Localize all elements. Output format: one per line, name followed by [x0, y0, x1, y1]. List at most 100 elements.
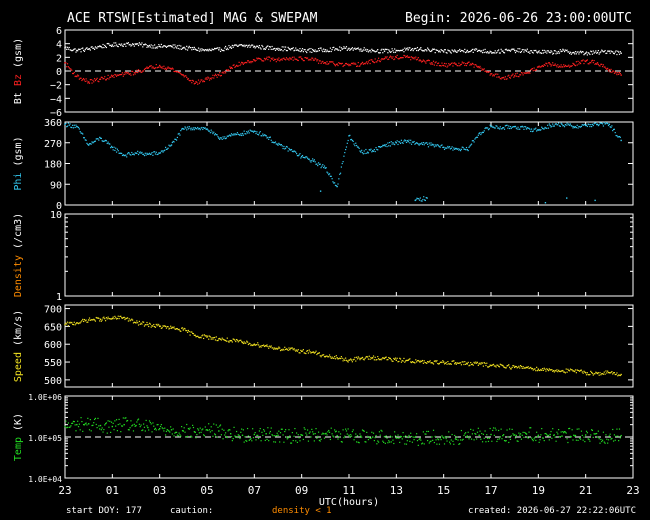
mag-bt-point [547, 50, 550, 52]
mag-bz-point [549, 63, 551, 65]
speed-speed-point [160, 327, 162, 329]
temp-temp-point [431, 436, 433, 438]
temp-temp-point [519, 434, 521, 436]
mag-bt-point [290, 49, 292, 51]
mag-bt-point [535, 49, 537, 52]
temp-temp-point [259, 427, 261, 430]
mag-bt-point [115, 44, 118, 46]
mag-bt-point [584, 52, 587, 54]
mag-bt-point [583, 54, 585, 56]
mag-bz-point [365, 62, 367, 64]
phi-ytick-label: 180 [44, 160, 62, 171]
mag-bt-point [463, 51, 465, 53]
mag-bt-point [333, 46, 335, 48]
speed-speed-point [366, 355, 368, 358]
speed-speed-point [79, 322, 81, 324]
speed-speed-point [545, 370, 547, 372]
phi-phi-point [446, 147, 448, 149]
phi-phi-point [335, 185, 337, 187]
phi-phi-point [318, 163, 321, 166]
temp-temp-point [577, 439, 579, 441]
speed-speed-point [224, 339, 227, 342]
speed-speed-point [299, 352, 301, 354]
mag-bt-point [595, 50, 597, 52]
temp-temp-point [462, 438, 464, 440]
mag-bt-point [454, 50, 457, 52]
temp-temp-point [437, 439, 440, 441]
mag-bz-point [148, 67, 150, 69]
mag-bt-point [223, 50, 225, 52]
speed-speed-point [427, 361, 430, 363]
speed-speed-point [350, 358, 352, 360]
phi-phi-point [136, 152, 138, 155]
speed-speed-point [241, 341, 243, 343]
phi-phi-point [184, 126, 186, 128]
temp-temp-point [70, 425, 72, 427]
mag-bt-point [137, 43, 139, 45]
mag-bt-point [338, 49, 340, 51]
phi-phi-point [266, 137, 268, 139]
speed-speed-point [178, 328, 180, 331]
phi-phi-point [271, 141, 273, 143]
speed-speed-point [504, 367, 506, 369]
mag-bz-point [461, 61, 463, 63]
temp-temp-point [312, 431, 314, 433]
phi-phi-point [246, 132, 249, 134]
mag-bz-point [355, 63, 357, 65]
phi-phi-point [230, 133, 233, 135]
mag-bz-point [241, 61, 243, 63]
temp-temp-point [476, 438, 478, 440]
mag-bz-point [471, 62, 474, 65]
mag-bz-point [96, 77, 98, 79]
mag-bt-point [427, 48, 430, 50]
phi-phi-point [609, 126, 611, 128]
speed-speed-point [154, 326, 157, 328]
phi-phi-point [379, 146, 381, 148]
mag-bt-point [269, 46, 271, 48]
phi-phi-point [310, 161, 312, 163]
phi-phi-point [67, 122, 69, 124]
temp-temp-point [532, 440, 534, 442]
temp-temp-point [407, 436, 409, 439]
mag-bz-point [146, 66, 148, 68]
temp-temp-point [492, 429, 494, 432]
mag-bz-point [527, 72, 529, 74]
mag-bz-point [346, 63, 348, 66]
speed-speed-point [94, 320, 97, 322]
phi-phi-point [384, 145, 386, 147]
mag-bt-point [388, 50, 391, 52]
phi-phi-point [476, 136, 479, 138]
phi-phi-point [175, 138, 177, 141]
mag-bt-point [433, 48, 435, 50]
mag-bz-point [610, 68, 612, 70]
speed-speed-point [416, 360, 419, 362]
speed-speed-point [241, 341, 244, 344]
mag-bz-point [133, 72, 135, 74]
mag-bz-point [398, 58, 400, 60]
mag-bz-point [107, 74, 109, 77]
mag-bt-point [599, 52, 601, 54]
speed-speed-point [516, 367, 518, 369]
temp-temp-point [214, 433, 216, 435]
speed-speed-point [236, 339, 239, 341]
phi-phi-point [594, 199, 596, 202]
mag-bz-point [257, 57, 260, 59]
speed-speed-point [490, 364, 492, 367]
phi-phi-point [607, 122, 609, 125]
speed-speed-point [613, 372, 616, 374]
temp-temp-point [413, 439, 415, 441]
temp-temp-point [421, 443, 423, 445]
speed-speed-point [600, 374, 602, 376]
speed-speed-point [486, 362, 488, 364]
temp-temp-point [482, 433, 484, 435]
mag-bt-point [170, 45, 172, 47]
mag-bz-point [336, 63, 338, 65]
mag-bz-point [599, 65, 601, 67]
mag-bz-point [540, 66, 542, 68]
speed-speed-point [139, 323, 141, 325]
phi-phi-point [385, 143, 387, 146]
phi-phi-point [464, 148, 466, 150]
speed-speed-point [119, 315, 121, 318]
speed-speed-point [551, 369, 553, 371]
temp-temp-point [75, 430, 77, 432]
